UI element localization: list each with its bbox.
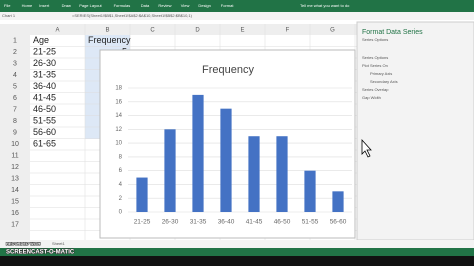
row-header[interactable]: 14	[11, 187, 19, 194]
cell[interactable]: 21-25	[33, 47, 56, 57]
pane-title: Format Data Series	[362, 29, 423, 36]
watermark: SCREENCAST-O-MATIC	[6, 250, 75, 256]
taskbar	[0, 256, 474, 266]
column-header[interactable]: A	[55, 28, 59, 34]
cell[interactable]: Frequency	[88, 35, 131, 45]
pane-label[interactable]: Series Options	[362, 55, 388, 60]
row-header[interactable]: 6	[13, 95, 17, 102]
chart-title: Frequency	[202, 64, 254, 76]
y-tick-label: 18	[115, 86, 122, 92]
formula-bar	[0, 20, 474, 24]
bar[interactable]	[220, 108, 232, 212]
pane-label[interactable]: Secondary Axis	[370, 79, 398, 84]
ribbon-tab[interactable]: Formulas	[114, 3, 131, 8]
pane-label[interactable]: Primary Axis	[370, 71, 392, 76]
column-header-bar	[0, 24, 357, 35]
row-header[interactable]: 2	[13, 49, 17, 56]
ribbon	[0, 12, 474, 20]
tab-strip	[0, 0, 474, 12]
bar[interactable]	[136, 177, 148, 212]
column-header[interactable]: F	[286, 28, 290, 34]
ribbon-tab[interactable]: File	[4, 3, 11, 8]
status-bar	[0, 248, 474, 256]
bar[interactable]	[304, 170, 316, 212]
x-tick-label: 41-45	[246, 219, 263, 226]
row-header[interactable]: 1	[13, 38, 17, 45]
cell[interactable]: 41-45	[33, 93, 56, 103]
x-tick-label: 56-60	[330, 219, 347, 226]
ribbon-tab[interactable]: Data	[141, 3, 150, 8]
ribbon-tab[interactable]: Page Layout	[79, 3, 102, 8]
y-tick-label: 2	[119, 196, 123, 202]
tell-me[interactable]: Tell me what you want to do	[300, 3, 350, 8]
ribbon-tab[interactable]: Design	[198, 3, 210, 8]
column-header[interactable]: B	[105, 28, 109, 34]
column-header[interactable]: E	[240, 28, 244, 34]
x-tick-label: 21-25	[134, 219, 151, 226]
row-header[interactable]: 4	[13, 72, 17, 79]
pane-section[interactable]: Series Options	[362, 37, 388, 42]
x-tick-label: 36-40	[218, 219, 235, 226]
row-header[interactable]: 11	[11, 153, 18, 160]
y-tick-label: 0	[119, 210, 123, 216]
column-header[interactable]: G	[330, 28, 335, 34]
bar[interactable]	[164, 129, 176, 212]
pane-label[interactable]: Gap Width	[362, 95, 381, 100]
pane-label[interactable]: Plot Series On	[362, 63, 388, 68]
ribbon-tab[interactable]: Review	[158, 3, 171, 8]
row-header[interactable]: 16	[11, 210, 19, 217]
y-tick-label: 12	[115, 127, 122, 133]
row-header[interactable]: 13	[11, 176, 19, 183]
row-header[interactable]: 8	[13, 118, 17, 125]
pane-label[interactable]: Series Overlap	[362, 87, 389, 92]
row-header[interactable]: 3	[13, 61, 17, 68]
cell[interactable]: 31-35	[33, 70, 56, 80]
y-tick-label: 6	[119, 168, 123, 174]
ribbon-tab[interactable]: Format	[221, 3, 235, 8]
ribbon-tab[interactable]: Draw	[62, 3, 71, 8]
cell[interactable]: 46-50	[33, 104, 56, 114]
bar[interactable]	[276, 136, 288, 212]
x-tick-label: 31-35	[190, 219, 207, 226]
x-tick-label: 46-50	[274, 219, 291, 226]
name-box: Chart 1	[2, 13, 16, 18]
row-header[interactable]: 12	[11, 164, 19, 171]
sheet-tab-bar	[0, 240, 474, 248]
y-tick-label: 4	[119, 182, 123, 188]
x-tick-label: 26-30	[162, 219, 179, 226]
ribbon-tab[interactable]: View	[181, 3, 190, 8]
cell[interactable]: 26-30	[33, 58, 56, 68]
x-tick-label: 51-55	[302, 219, 319, 226]
row-header[interactable]: 5	[13, 84, 17, 91]
sheet-tab[interactable]: Sheet1	[52, 241, 65, 246]
bar[interactable]	[332, 191, 344, 212]
y-tick-label: 10	[115, 141, 122, 147]
row-header-bar	[0, 35, 30, 240]
ribbon-tab[interactable]: Home	[22, 3, 33, 8]
column-header[interactable]: D	[195, 28, 200, 34]
column-header[interactable]: C	[150, 28, 155, 34]
bar[interactable]	[192, 94, 204, 212]
bar[interactable]	[248, 136, 260, 212]
cell[interactable]: 51-55	[33, 116, 56, 126]
y-tick-label: 16	[115, 99, 122, 105]
row-header[interactable]: 9	[13, 130, 17, 137]
row-header[interactable]: 15	[11, 199, 19, 206]
cell[interactable]: Age	[33, 35, 49, 45]
row-header[interactable]: 7	[13, 107, 17, 114]
y-tick-label: 14	[115, 113, 122, 119]
cell[interactable]: 61-65	[33, 139, 56, 149]
formula: =SERIES(Sheet1!$B$1,Sheet1!$A$2:$A$10,Sh…	[72, 13, 193, 18]
ribbon-tab[interactable]: Insert	[39, 3, 50, 8]
row-header[interactable]: 10	[11, 141, 19, 148]
row-header[interactable]: 17	[11, 222, 19, 229]
y-tick-label: 8	[119, 154, 123, 160]
watermark: RECORDED WITH	[6, 241, 40, 246]
cell[interactable]: 36-40	[33, 81, 56, 91]
cell[interactable]: 56-60	[33, 127, 56, 137]
cursor	[361, 138, 372, 158]
